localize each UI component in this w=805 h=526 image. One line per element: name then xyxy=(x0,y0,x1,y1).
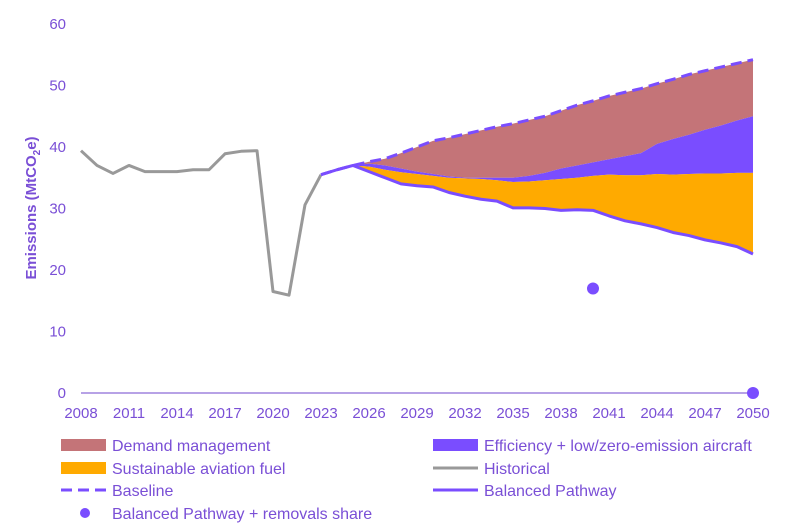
legend-label: Efficiency + low/zero-emission aircraft xyxy=(484,438,752,455)
x-axis-ticks: 2008 2011 2014 2017 2020 2023 2026 2029 2032 2035… xyxy=(64,405,769,422)
legend-label: Balanced Pathway + removals share xyxy=(112,506,372,523)
historical-line xyxy=(79,149,323,297)
legend-label: Balanced Pathway xyxy=(484,483,617,500)
x-tick-label: 2014 xyxy=(160,405,193,422)
x-tick-label: 2047 xyxy=(688,405,721,422)
removals-point xyxy=(747,387,759,399)
x-tick-label: 2041 xyxy=(592,405,625,422)
y-tick-label: 0 xyxy=(58,385,66,402)
x-tick-label: 2029 xyxy=(400,405,433,422)
removals-points xyxy=(587,282,759,399)
legend-item-efficiency: Efficiency + low/zero-emission aircraft xyxy=(433,438,752,455)
y-tick-label: 10 xyxy=(49,324,66,341)
legend: Demand management Efficiency + low/zero-e… xyxy=(61,438,752,523)
legend-swatch xyxy=(61,439,106,451)
y-tick-label: 50 xyxy=(49,78,66,95)
saf-area xyxy=(321,165,753,255)
legend-item-historical: Historical xyxy=(433,461,550,478)
chart-areas xyxy=(321,59,753,255)
x-tick-label: 2032 xyxy=(448,405,481,422)
x-tick-label: 2020 xyxy=(256,405,289,422)
x-tick-label: 2035 xyxy=(496,405,529,422)
balanced-pathway-line xyxy=(320,163,754,256)
baseline-line xyxy=(320,58,754,177)
legend-swatch xyxy=(433,439,478,451)
x-tick-label: 2023 xyxy=(304,405,337,422)
y-tick-label: 20 xyxy=(49,262,66,279)
x-tick-label: 2038 xyxy=(544,405,577,422)
x-tick-label: 2026 xyxy=(352,405,385,422)
x-tick-label: 2050 xyxy=(736,405,769,422)
legend-item-saf: Sustainable aviation fuel xyxy=(61,461,285,478)
x-tick-label: 2011 xyxy=(113,405,145,422)
efficiency-area xyxy=(321,116,753,183)
y-tick-label: 30 xyxy=(49,201,66,218)
legend-item-removals: Balanced Pathway + removals share xyxy=(80,506,372,523)
legend-label: Demand management xyxy=(112,438,271,455)
x-tick-label: 2017 xyxy=(208,405,241,422)
y-axis-ticks: 0 10 20 30 40 50 60 xyxy=(49,16,66,402)
y-axis-label: Emissions (MtCO2e) xyxy=(23,136,43,279)
legend-label: Historical xyxy=(484,461,550,478)
y-tick-label: 40 xyxy=(49,139,66,156)
removals-point xyxy=(587,282,599,295)
legend-item-baseline: Baseline xyxy=(61,483,173,500)
x-tick-label: 2044 xyxy=(640,405,673,422)
legend-label: Baseline xyxy=(112,483,173,500)
legend-item-balanced: Balanced Pathway xyxy=(433,483,617,500)
x-tick-label: 2008 xyxy=(64,405,97,422)
chart-lines xyxy=(79,58,754,297)
legend-swatch xyxy=(80,508,90,518)
legend-item-demand: Demand management xyxy=(61,438,271,455)
y-tick-label: 60 xyxy=(49,16,66,33)
legend-label: Sustainable aviation fuel xyxy=(112,461,285,478)
legend-swatch xyxy=(61,462,106,474)
